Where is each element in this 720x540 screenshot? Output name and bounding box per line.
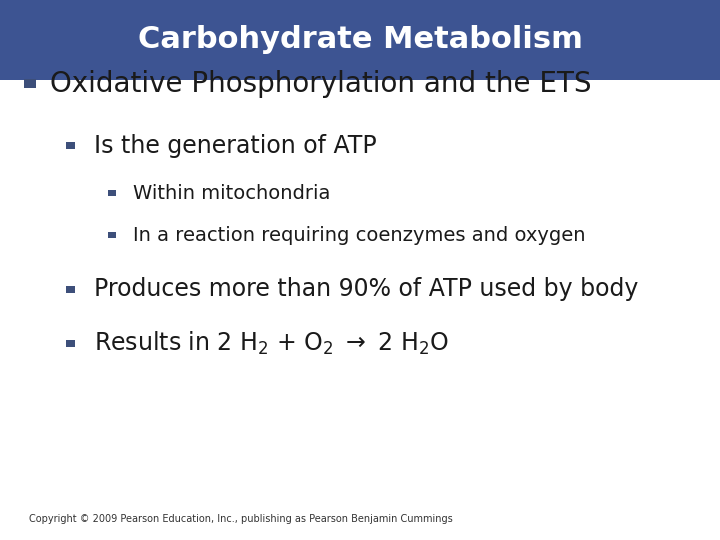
Bar xyxy=(0,0,720,80)
Bar xyxy=(66,286,75,293)
Bar xyxy=(108,232,115,238)
Bar xyxy=(108,190,115,196)
Text: Produces more than 90% of ATP used by body: Produces more than 90% of ATP used by bo… xyxy=(94,278,638,301)
Bar xyxy=(66,142,75,149)
Text: Within mitochondria: Within mitochondria xyxy=(133,184,330,203)
Text: Oxidative Phosphorylation and the ETS: Oxidative Phosphorylation and the ETS xyxy=(50,70,592,98)
Bar xyxy=(66,340,75,347)
Text: Is the generation of ATP: Is the generation of ATP xyxy=(94,134,377,158)
Text: Results in 2 H$_2$ + O$_2$ $\rightarrow$ 2 H$_2$O: Results in 2 H$_2$ + O$_2$ $\rightarrow$… xyxy=(94,330,449,357)
Text: Copyright © 2009 Pearson Education, Inc., publishing as Pearson Benjamin Cumming: Copyright © 2009 Pearson Education, Inc.… xyxy=(29,515,453,524)
Text: In a reaction requiring coenzymes and oxygen: In a reaction requiring coenzymes and ox… xyxy=(133,226,585,245)
Text: Carbohydrate Metabolism: Carbohydrate Metabolism xyxy=(138,25,582,55)
Bar xyxy=(24,79,36,88)
